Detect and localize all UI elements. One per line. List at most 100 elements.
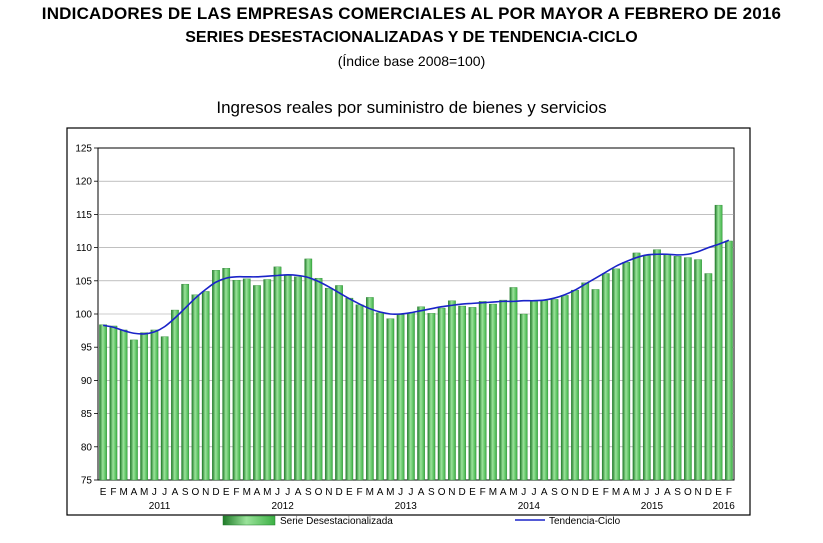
bar	[550, 299, 559, 481]
x-month-label: M	[386, 487, 394, 498]
bar	[150, 329, 159, 481]
bar	[519, 313, 528, 481]
x-month-label: N	[202, 487, 209, 498]
x-month-label: M	[632, 487, 640, 498]
y-tick-label: 80	[81, 442, 93, 453]
x-month-label: F	[357, 487, 363, 498]
trend-line	[102, 239, 730, 335]
bar	[324, 287, 333, 481]
x-month-label: D	[459, 487, 466, 498]
y-tick-label: 120	[75, 177, 92, 188]
bar	[478, 301, 487, 481]
x-month-label: S	[428, 487, 435, 498]
bar	[673, 256, 682, 481]
x-month-label: M	[509, 487, 517, 498]
x-month-label: A	[541, 487, 548, 498]
legend-label-bars: Serie Desestacionalizada	[280, 516, 393, 527]
x-month-label: A	[295, 487, 302, 498]
bar	[263, 279, 272, 481]
x-month-label: J	[408, 487, 413, 498]
x-month-label: F	[233, 487, 239, 498]
bar	[499, 299, 508, 481]
bar	[273, 266, 282, 481]
x-month-label: A	[623, 487, 630, 498]
bar	[601, 273, 610, 481]
bar	[304, 258, 313, 481]
y-tick-label: 100	[75, 310, 92, 321]
bar	[355, 304, 364, 481]
x-month-label: S	[551, 487, 558, 498]
bar	[201, 291, 210, 481]
bar	[345, 297, 354, 481]
x-month-label: S	[305, 487, 312, 498]
x-month-label: J	[655, 487, 660, 498]
x-month-label: E	[223, 487, 230, 498]
x-month-label: D	[212, 487, 219, 498]
bar	[376, 312, 384, 481]
bar	[622, 262, 631, 481]
bar	[540, 300, 549, 481]
bar	[417, 306, 425, 481]
bar	[99, 324, 107, 481]
bar	[242, 278, 251, 481]
x-month-label: F	[603, 487, 609, 498]
x-year-label: 2016	[713, 501, 736, 512]
x-month-label: J	[644, 487, 649, 498]
bar	[653, 249, 661, 481]
bar	[427, 313, 436, 481]
y-axis-ticks: 75 80 85 90 95 100 105 110 115 120 125	[75, 144, 98, 487]
x-month-label: O	[561, 487, 569, 498]
x-month-label: M	[612, 487, 620, 498]
bar-series	[99, 204, 733, 481]
bar	[181, 283, 190, 481]
x-month-label: M	[243, 487, 251, 498]
x-month-label: M	[263, 487, 271, 498]
x-month-label: J	[285, 487, 290, 498]
legend: Serie Desestacionalizada Tendencia-Ciclo	[222, 515, 621, 527]
bar	[232, 279, 241, 481]
y-tick-label: 105	[75, 276, 92, 287]
x-month-label: M	[366, 487, 374, 498]
bar	[612, 268, 620, 481]
y-tick-label: 110	[76, 243, 92, 254]
bar	[448, 300, 456, 481]
x-month-label: O	[684, 487, 692, 498]
x-month-label: E	[346, 487, 353, 498]
bar	[253, 285, 261, 481]
x-month-label: J	[521, 487, 526, 498]
x-month-label: F	[480, 487, 486, 498]
bar	[140, 332, 149, 481]
x-month-label: M	[119, 487, 127, 498]
bar	[171, 309, 179, 481]
x-month-label: M	[489, 487, 497, 498]
bar	[386, 318, 395, 481]
x-month-label: N	[571, 487, 578, 498]
x-month-label: E	[592, 487, 599, 498]
x-month-label: A	[131, 487, 138, 498]
bar	[130, 339, 138, 481]
x-year-label: 2012	[272, 501, 295, 512]
bar	[212, 270, 220, 481]
x-year-label: 2011	[149, 501, 171, 512]
x-month-label: A	[254, 487, 261, 498]
x-month-label: O	[192, 487, 200, 498]
bar	[725, 240, 733, 481]
x-year-label: 2014	[518, 501, 541, 512]
x-month-label: E	[469, 487, 476, 498]
x-year-label: 2013	[395, 501, 418, 512]
x-month-label: M	[140, 487, 148, 498]
bar	[571, 289, 579, 481]
bar	[581, 282, 590, 481]
bar	[294, 276, 302, 481]
x-month-label: N	[448, 487, 455, 498]
bar	[335, 285, 343, 481]
x-month-label: N	[694, 487, 701, 498]
x-month-label: E	[715, 487, 722, 498]
y-tick-label: 85	[81, 409, 93, 420]
bar	[560, 295, 569, 481]
bar	[468, 307, 477, 481]
bar	[437, 307, 446, 481]
x-month-label: D	[705, 487, 712, 498]
